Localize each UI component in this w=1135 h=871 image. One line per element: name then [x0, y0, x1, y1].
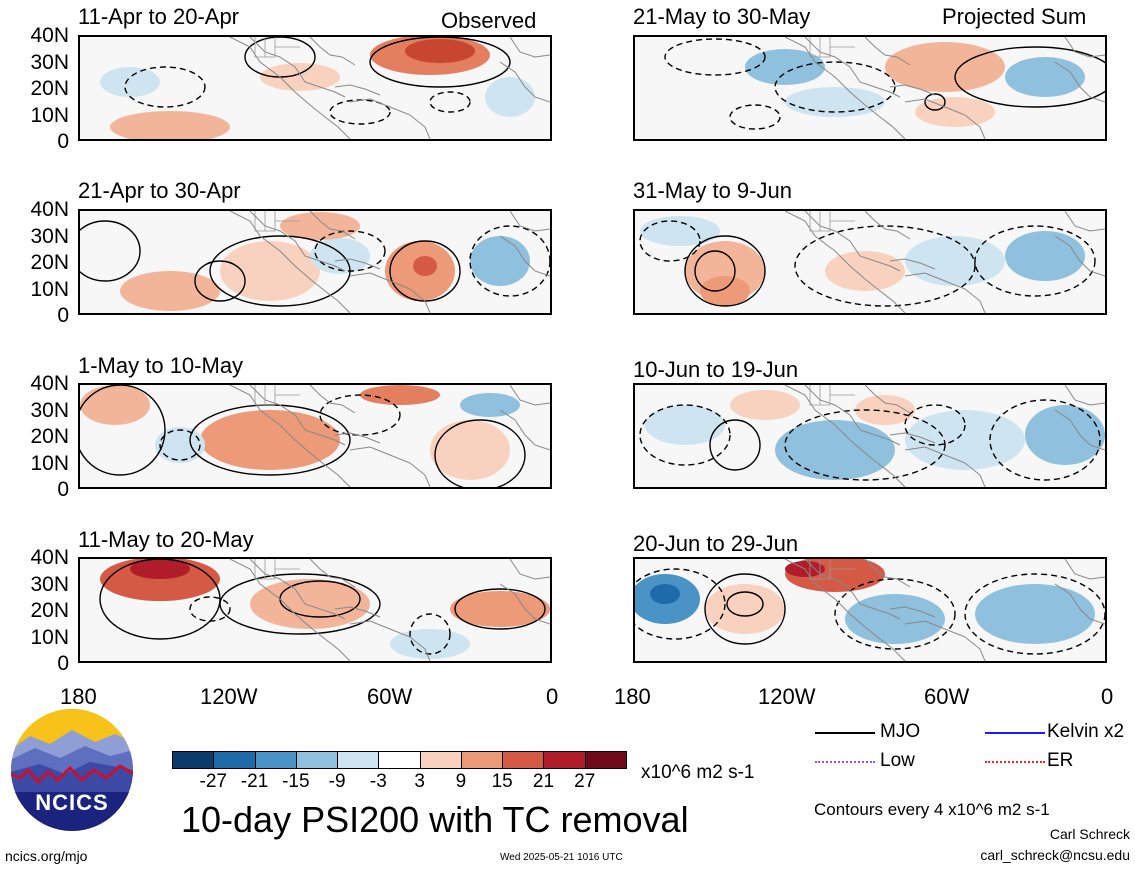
colorbar-tick: -21	[240, 771, 269, 792]
panel-title-right-3: 10-Jun to 19-Jun	[633, 357, 799, 382]
lat-label: 10N	[30, 451, 69, 475]
map-panel-left-4	[78, 557, 552, 663]
legend-line-low	[815, 761, 875, 763]
colorbar-swatch	[172, 751, 215, 769]
lon-label-left-60w: 60W	[367, 684, 413, 709]
colorbar-swatch	[502, 751, 545, 769]
psi200-map	[635, 385, 1105, 487]
timestamp: Wed 2025-05-21 1016 UTC	[500, 852, 623, 863]
lat-label: 10N	[30, 625, 69, 649]
map-panel-right-3	[633, 383, 1107, 489]
author-email[interactable]: carl_schreck@ncsu.edu	[980, 847, 1130, 863]
svg-text:NCICS: NCICS	[35, 790, 108, 815]
lon-label-left-180: 180	[60, 684, 97, 709]
lat-label: 20N	[30, 77, 69, 100]
map-panel-right-4	[633, 557, 1107, 663]
lat-label: 10N	[30, 103, 69, 127]
lat-label: 0	[57, 304, 69, 327]
lat-label: 20N	[30, 251, 69, 274]
site-link[interactable]: ncics.org/mjo	[5, 848, 88, 864]
lat-label: 0	[57, 478, 69, 501]
lat-label: 30N	[30, 572, 69, 596]
author-name: Carl Schreck	[1049, 826, 1130, 842]
colorbar-tick: -27	[199, 771, 227, 792]
psi200-map	[635, 211, 1105, 313]
colorbar-swatch	[584, 751, 627, 769]
psi200-map	[80, 559, 550, 661]
panel-title-left-1: 11-Apr to 20-Apr	[78, 4, 240, 29]
lat-label: 40N	[30, 198, 69, 221]
colorbar-swatch	[543, 751, 586, 769]
lat-label: 40N	[30, 24, 69, 47]
psi200-map	[80, 37, 550, 139]
legend-label-low: Low	[880, 750, 915, 771]
lon-label-left-120w: 120W	[200, 684, 258, 709]
lat-label: 30N	[30, 224, 69, 248]
colorbar-swatch	[254, 751, 297, 769]
colorbar-swatch	[213, 751, 256, 769]
panel-title-right-4: 20-Jun to 29-Jun	[633, 531, 799, 556]
lat-label: 40N	[30, 372, 69, 395]
colorbar-tick: 27	[574, 771, 596, 792]
lat-label: 30N	[30, 398, 69, 422]
lat-label: 30N	[30, 50, 69, 74]
panel-title-left-4: 11-May to 20-May	[78, 527, 254, 552]
legend-label-kelvin: Kelvin x2	[1047, 721, 1125, 742]
colorbar-tick: -15	[282, 771, 310, 792]
projected-sum-label: Projected Sum	[942, 4, 1087, 29]
colorbar-tick: 15	[491, 771, 513, 792]
colorbar-tick: 21	[532, 771, 555, 792]
psi200-map	[635, 559, 1105, 661]
legend-label-er: ER	[1047, 750, 1074, 771]
observed-label: Observed	[441, 8, 537, 33]
lat-label: 0	[57, 130, 69, 153]
legend-line-mjo	[815, 732, 875, 734]
colorbar-units: x10^6 m2 s-1	[641, 762, 755, 783]
lon-label-left-0: 0	[546, 684, 559, 709]
colorbar-tick: 9	[455, 771, 467, 792]
colorbar-swatch	[295, 751, 339, 769]
lon-label-right-0: 0	[1101, 684, 1114, 709]
figure-title: 10-day PSI200 with TC removal	[181, 799, 689, 840]
colorbar-swatch	[419, 751, 462, 769]
map-panel-left-1	[78, 35, 552, 141]
legend-line-er	[985, 761, 1045, 763]
colorbar-tick: 3	[414, 771, 425, 792]
lon-label-right-120w: 120W	[758, 684, 816, 709]
lat-label: 20N	[30, 425, 69, 448]
lat-label: 40N	[30, 546, 69, 569]
map-panel-right-2	[633, 209, 1107, 315]
map-panel-left-3	[78, 383, 552, 489]
ncics-logo: NCICS	[10, 708, 134, 832]
map-panel-left-2	[78, 209, 552, 315]
panel-title-right-2: 31-May to 9-Jun	[633, 178, 792, 203]
psi200-map	[635, 37, 1105, 139]
lon-label-right-60w: 60W	[924, 684, 970, 709]
contour-note: Contours every 4 x10^6 m2 s-1	[814, 800, 1050, 819]
panel-title-left-2: 21-Apr to 30-Apr	[78, 178, 241, 203]
colorbar-swatch	[378, 751, 421, 769]
panel-title-left-3: 1-May to 10-May	[78, 353, 244, 378]
legend-line-kelvin	[985, 732, 1045, 734]
lat-label: 10N	[30, 277, 69, 301]
map-panel-right-1	[633, 35, 1107, 141]
lat-label: 0	[57, 652, 69, 675]
colorbar-tick: -9	[328, 771, 346, 792]
lat-label: 20N	[30, 599, 69, 622]
panel-title-right-1: 21-May to 30-May	[633, 4, 811, 29]
colorbar-tick: -3	[369, 771, 387, 792]
psi200-map	[80, 211, 550, 313]
lon-label-right-180: 180	[614, 684, 651, 709]
colorbar	[172, 751, 627, 771]
legend-label-mjo: MJO	[880, 721, 921, 742]
colorbar-swatch	[337, 751, 380, 769]
colorbar-swatch	[460, 751, 504, 769]
psi200-map	[80, 385, 550, 487]
